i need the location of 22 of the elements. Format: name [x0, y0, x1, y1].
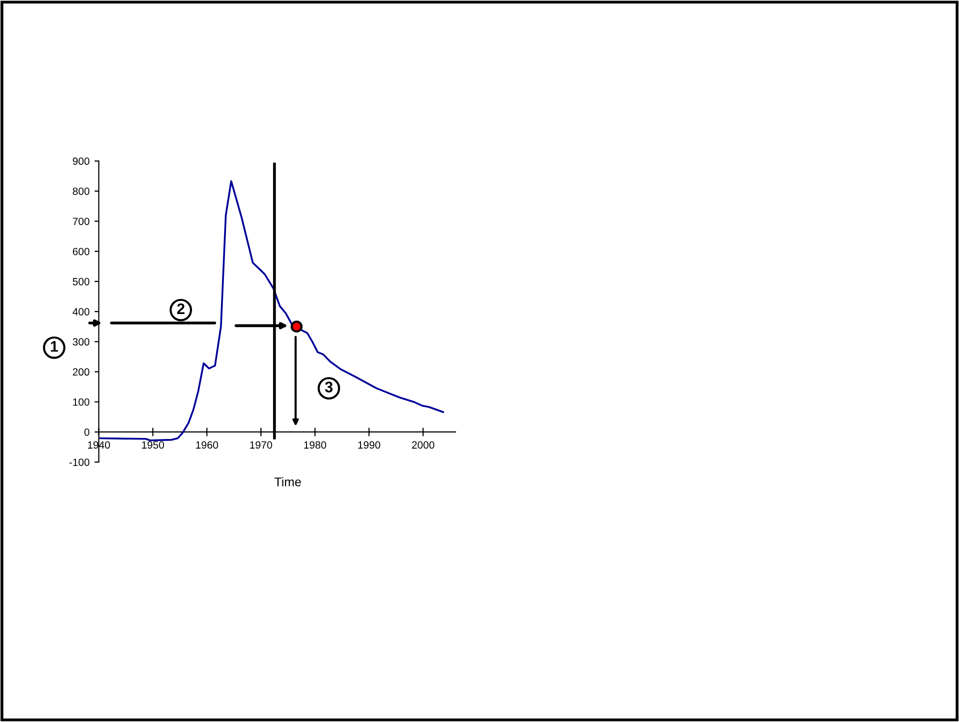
x-axis-title: Time	[274, 477, 301, 486]
y-tick-label: 100	[73, 398, 90, 406]
x-tick-label: 1960	[196, 441, 218, 449]
y-tick-label: 800	[72, 188, 90, 195]
y-tick-label: 200	[72, 368, 90, 376]
x-tick-label: 2000	[412, 441, 434, 449]
y-tick-label: -100	[69, 458, 90, 466]
x-tick-label: 1990	[358, 441, 380, 449]
y-tick-label: 400	[72, 308, 90, 316]
annotation: 3	[324, 382, 333, 392]
y-tick-label: 500	[72, 278, 90, 286]
text: 1	[50, 341, 58, 352]
x-tick-label: 1980	[304, 441, 326, 449]
y-tick-label: 300	[72, 338, 90, 346]
annotation: 2	[177, 303, 184, 314]
y-tick-label: 600	[72, 248, 90, 256]
y-tick-label: 700	[72, 218, 90, 226]
x-tick-label: 1970	[250, 441, 272, 449]
x-tick-label: 1950	[142, 441, 164, 449]
y-tick-label: 900	[72, 158, 90, 165]
line-series	[99, 180, 444, 442]
y-tick-label: 0	[84, 428, 90, 436]
